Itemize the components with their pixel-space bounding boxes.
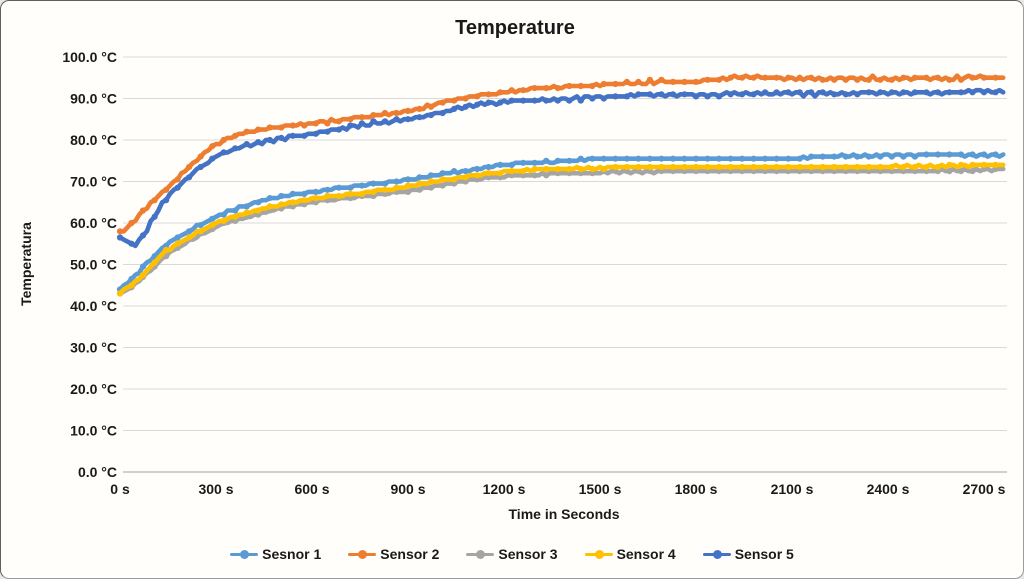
- y-tick-label: 20.0 °C: [70, 381, 117, 397]
- x-tick-label: 2100 s: [771, 481, 814, 497]
- legend-label: Sensor 4: [616, 546, 676, 562]
- legend-item-sesnor-1: Sesnor 1: [230, 546, 321, 562]
- data-series: [116, 73, 1006, 297]
- series-line: [117, 87, 1006, 249]
- legend-item-sensor-3: Sensor 3: [466, 546, 558, 562]
- y-tick-label: 40.0 °C: [70, 298, 117, 314]
- series-line: [117, 73, 1006, 234]
- x-tick-label: 0 s: [110, 481, 130, 497]
- legend-line-marker-icon: [230, 549, 259, 559]
- legend-label: Sesnor 1: [262, 546, 322, 562]
- legend-line-marker-icon: [584, 549, 613, 559]
- x-tick-label: 2700 s: [963, 481, 1006, 497]
- x-tick-label: 300 s: [198, 481, 233, 497]
- series-sensor-3: [116, 165, 1006, 297]
- series-line: [117, 166, 1006, 296]
- x-tick-label: 1800 s: [675, 481, 718, 497]
- legend-line-marker-icon: [348, 549, 377, 559]
- series-sensor-4: [116, 161, 1006, 297]
- legend-label: Sensor 5: [734, 546, 794, 562]
- x-tick-label: 2400 s: [867, 481, 910, 497]
- legend: Sesnor 1 Sensor 2 Sensor 3 Sensor 4 Sensor 5: [1, 539, 1023, 569]
- y-tick-label: 0.0 °C: [78, 464, 117, 480]
- y-tick-label: 10.0 °C: [70, 423, 117, 439]
- axis-tick-labels: 0.0 °C 10.0 °C 20.0 °C 30.0 °C 40.0 °C 50.0 °…: [62, 49, 1005, 497]
- gridlines: [123, 56, 1007, 473]
- legend-line-marker-icon: [702, 549, 731, 559]
- series-sensor-2: [116, 73, 1006, 235]
- legend-item-sensor-5: Sensor 5: [702, 546, 794, 562]
- y-tick-label: 60.0 °C: [70, 215, 117, 231]
- x-axis-title: Time in Seconds: [509, 506, 620, 522]
- y-tick-label: 80.0 °C: [70, 132, 117, 148]
- legend-label: Sensor 2: [380, 546, 440, 562]
- chart-title: Temperature: [455, 17, 575, 39]
- series-line: [117, 152, 1006, 292]
- x-tick-label: 1200 s: [483, 481, 526, 497]
- y-tick-label: 90.0 °C: [70, 91, 117, 107]
- legend-item-sensor-2: Sensor 2: [348, 546, 439, 562]
- x-tick-label: 1500 s: [579, 481, 622, 497]
- y-tick-label: 70.0 °C: [70, 174, 117, 190]
- y-tick-label: 100.0 °C: [62, 49, 117, 65]
- y-axis-title: Temperatura: [18, 222, 34, 306]
- series-line: [117, 162, 1006, 296]
- y-tick-label: 30.0 °C: [70, 340, 117, 356]
- legend-line-marker-icon: [466, 549, 495, 559]
- legend-item-sensor-4: Sensor 4: [584, 546, 676, 562]
- legend-label: Sensor 3: [498, 546, 558, 562]
- series-sensor-5: [116, 87, 1006, 249]
- x-tick-label: 900 s: [390, 481, 425, 497]
- y-tick-label: 50.0 °C: [70, 257, 117, 273]
- x-tick-label: 600 s: [294, 481, 329, 497]
